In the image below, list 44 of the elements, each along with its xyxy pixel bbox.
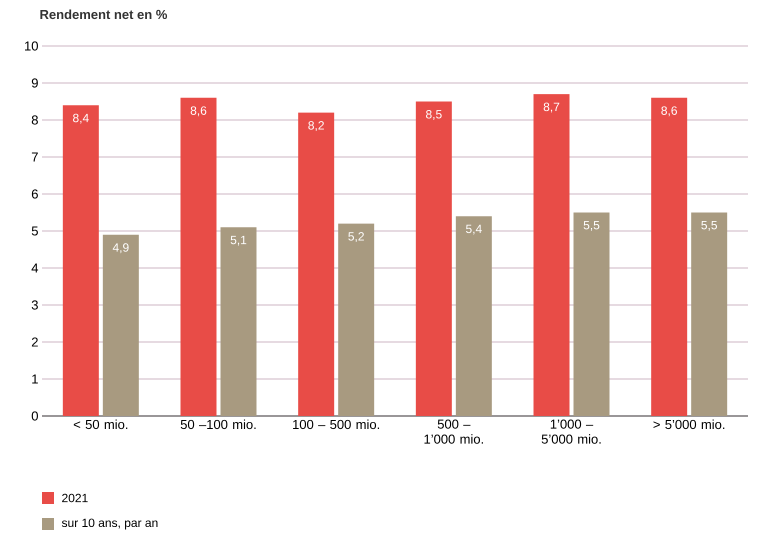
y-tick-label: 4 [32,264,38,272]
data-label: 5,2 [348,232,364,242]
bar [456,216,492,416]
bar [180,98,216,416]
data-label: 8,6 [190,106,206,116]
data-label: 8,6 [661,106,677,116]
bar [416,101,452,416]
data-label: 4,9 [112,243,129,254]
y-tick-label: 1 [32,374,38,384]
y-tick-label: 5 [32,226,38,236]
y-tick-label: 2 [32,337,38,347]
data-label: 8,5 [426,110,442,120]
bar [691,212,728,416]
bar [651,98,688,416]
bar [338,224,374,416]
data-label: 5,1 [230,236,246,246]
bar [220,227,256,416]
x-tick-label: < 50 mio. [74,420,128,430]
x-tick-label: 1’000 – 5’000 mio. [542,420,601,444]
legend-label: sur 10 ans, par an [62,518,158,530]
y-axis-title: Rendement net en % [40,10,168,20]
y-tick-label: 3 [32,300,38,310]
data-label: 5,4 [466,224,482,235]
legend-label: 2021 [62,494,88,502]
y-tick-label: 6 [32,189,38,199]
data-label: 8,2 [308,121,324,132]
x-tick-label: 500 –1’000 mio. [424,420,483,444]
data-label: 8,4 [73,114,89,124]
y-tick-label: 0 [32,411,38,421]
y-tick-label: 9 [32,78,38,88]
bar [62,105,99,416]
y-tick-label: 8 [32,115,38,125]
x-tick-label: 100 – 500 mio. [293,420,380,430]
bar [102,234,139,416]
y-tick-label: 7 [32,152,38,162]
y-tick-label: 10 [24,41,38,51]
data-label: 5,5 [701,221,718,231]
x-tick-label: > 5’000 mio. [654,420,724,430]
bar [534,94,570,416]
data-label: 8,7 [544,102,560,113]
bar [298,112,334,416]
bar [574,212,610,416]
data-label: 5,5 [584,221,600,231]
x-tick-label: 50 –100 mio. [180,420,256,430]
